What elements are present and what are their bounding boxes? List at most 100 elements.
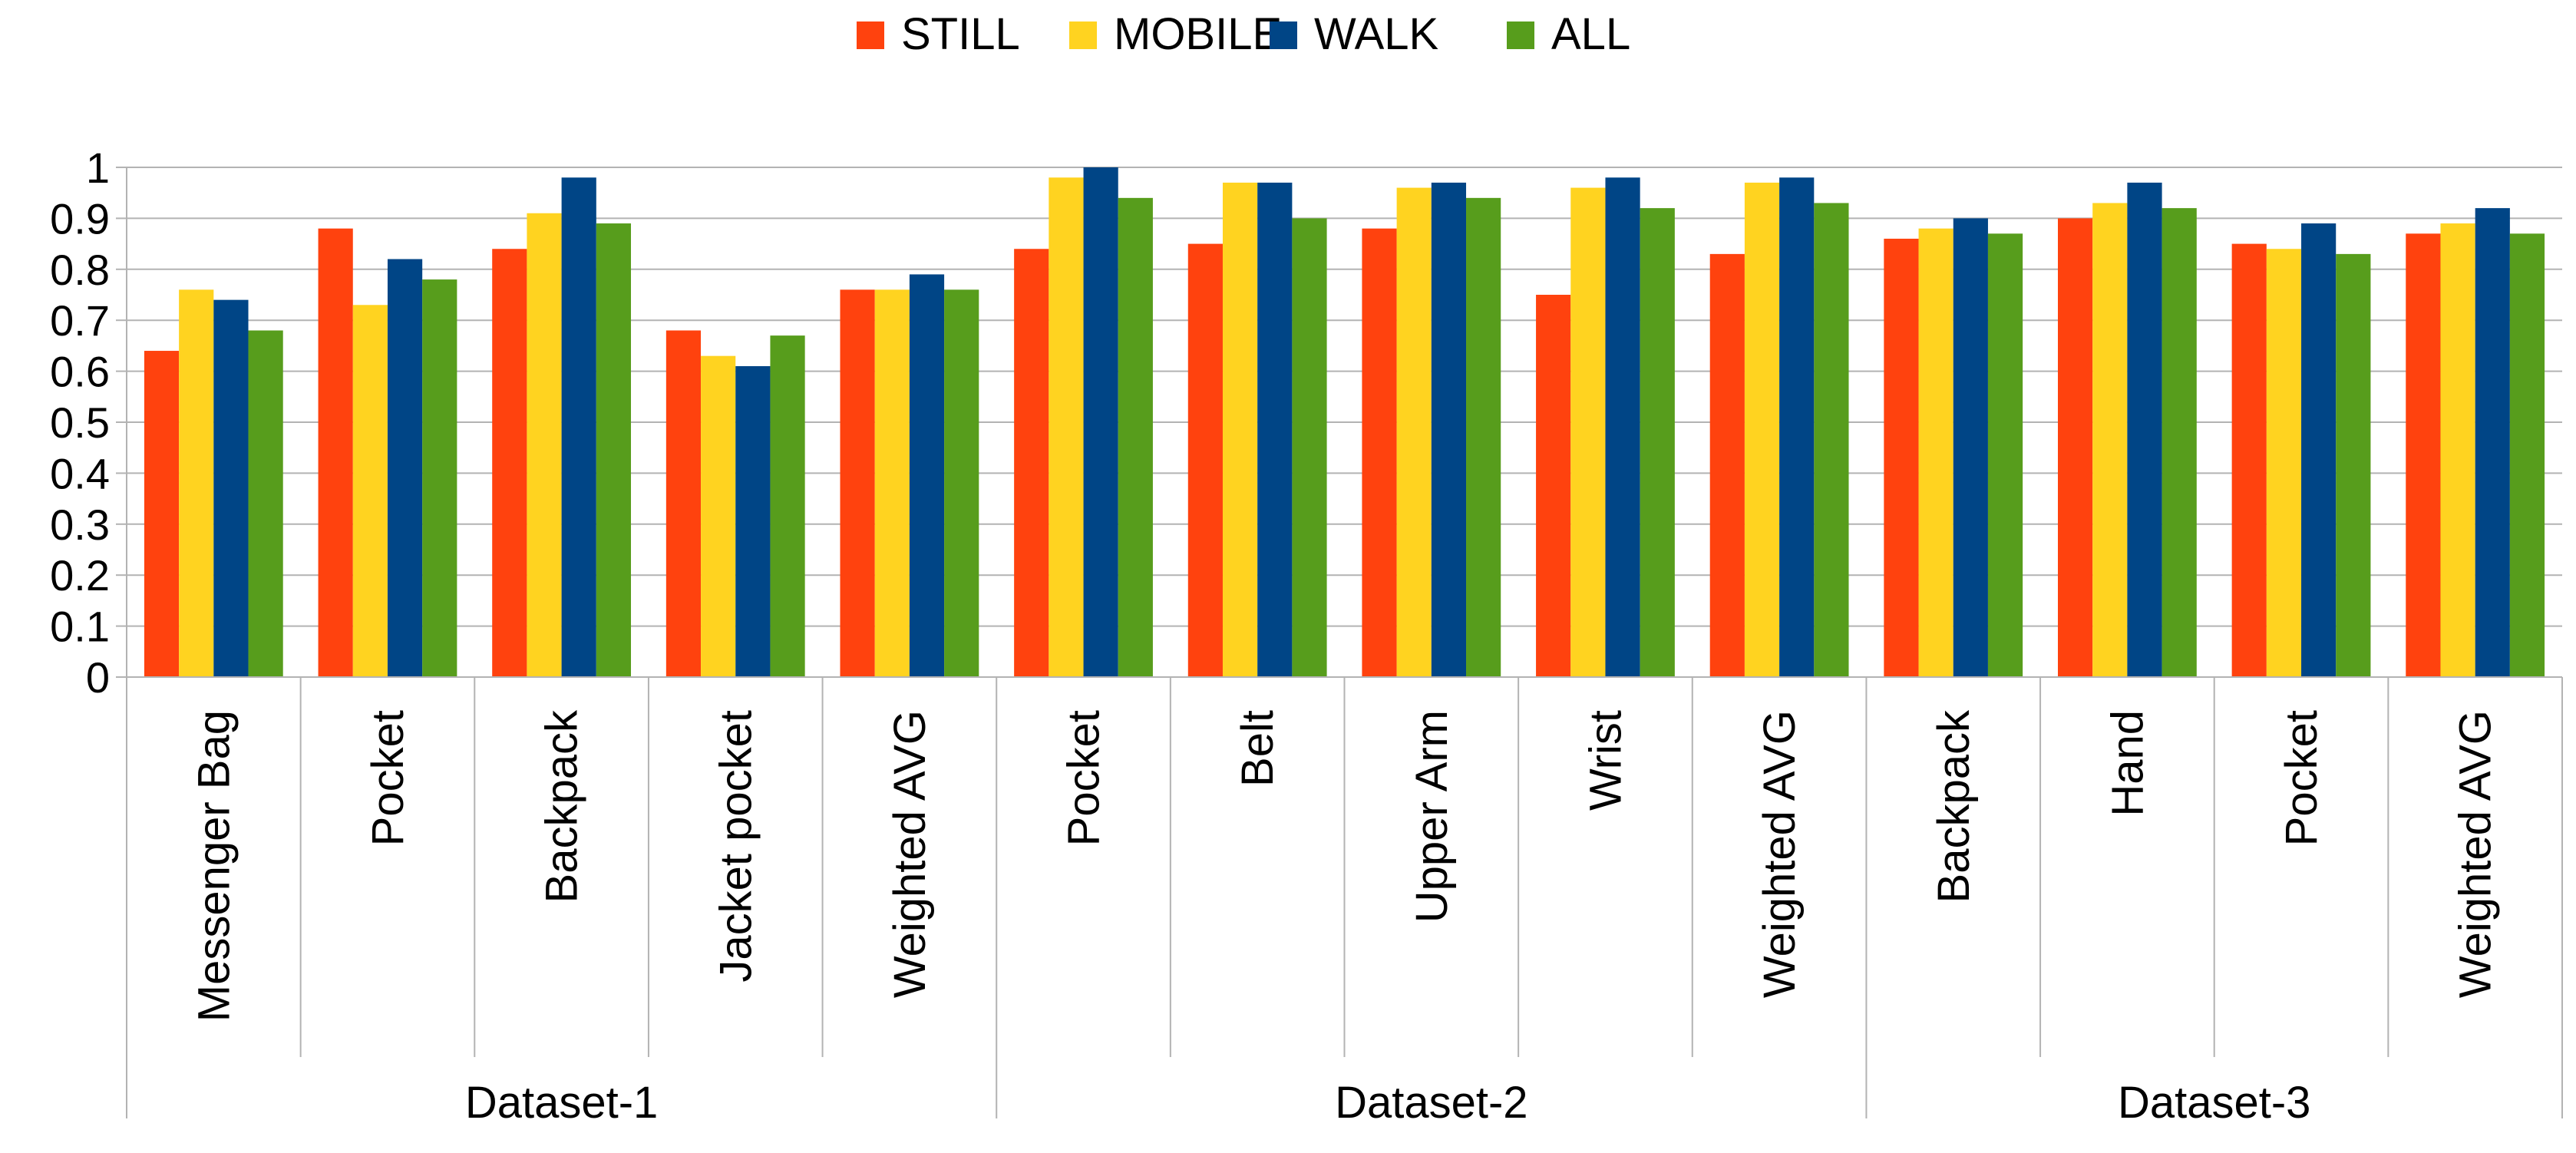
bar-mobile <box>352 305 388 677</box>
bar-still <box>2406 233 2441 677</box>
bar-all <box>2509 233 2545 677</box>
category-label: Pocket <box>1059 710 1109 846</box>
bar-mobile <box>2266 249 2302 677</box>
legend-swatch <box>1069 21 1097 49</box>
y-tick-label: 0.3 <box>50 501 110 549</box>
bar-mobile <box>179 289 214 677</box>
bar-walk <box>909 274 945 677</box>
bar-walk <box>561 177 596 677</box>
legend-item-walk: WALK <box>1270 9 1439 59</box>
bar-walk <box>387 259 423 677</box>
y-axis-tick-labels: 00.10.20.30.40.50.60.70.80.91 <box>50 144 110 702</box>
bar-all <box>1292 218 1327 677</box>
category-label: Pocket <box>2277 710 2327 846</box>
category-label: Backpack <box>537 709 587 903</box>
legend-label: ALL <box>1551 9 1630 59</box>
bar-walk <box>1257 182 1293 678</box>
bar-all <box>944 289 979 677</box>
category-label: Weighted AVG <box>885 710 935 998</box>
legend-item-all: ALL <box>1507 9 1630 59</box>
bar-walk <box>1605 177 1640 677</box>
bar-walk <box>213 299 249 677</box>
category-label: Wrist <box>1580 710 1630 811</box>
bar-all <box>1118 197 1153 678</box>
bar-all <box>2336 253 2371 677</box>
y-tick-label: 0.7 <box>50 296 110 345</box>
bar-still <box>492 249 527 677</box>
y-tick-label: 0.8 <box>50 246 110 294</box>
category-label: Jacket pocket <box>711 710 761 983</box>
bar-still <box>1362 228 1397 677</box>
y-tick-label: 0.9 <box>50 194 110 243</box>
category-label: Upper Arm <box>1407 710 1457 923</box>
bar-all <box>1466 197 1501 678</box>
chart-legend: STILL MOBILE WALK ALL <box>857 9 1630 59</box>
legend-swatch <box>857 21 884 49</box>
bar-still <box>1187 243 1223 678</box>
bar-mobile <box>2440 223 2475 677</box>
group-label: Dataset-3 <box>2118 1078 2310 1128</box>
category-label: Pocket <box>363 710 413 846</box>
bar-walk <box>1431 182 1467 678</box>
bar-all <box>770 335 805 677</box>
legend-swatch <box>1270 21 1297 49</box>
y-tick-label: 0.6 <box>50 348 110 396</box>
bar-still <box>1014 249 1049 677</box>
bar-walk <box>2127 182 2162 678</box>
axes <box>126 167 2563 1118</box>
bar-still <box>840 289 875 677</box>
bar-walk <box>1083 167 1118 677</box>
category-label: Weighted AVG <box>1755 710 1805 998</box>
bar-mobile <box>527 213 562 677</box>
bar-walk <box>735 365 771 677</box>
legend-item-mobile: MOBILE <box>1069 9 1282 59</box>
bars <box>144 167 2545 678</box>
bar-all <box>1987 233 2023 677</box>
y-tick-label: 1 <box>86 144 110 192</box>
bar-still <box>1536 295 1571 677</box>
bar-still <box>665 330 702 677</box>
bar-mobile <box>701 355 736 677</box>
bar-mobile <box>1918 228 1953 677</box>
bar-mobile <box>1744 182 1780 678</box>
legend-label: MOBILE <box>1114 9 1282 59</box>
bar-still <box>2057 218 2093 677</box>
bar-still <box>144 351 180 677</box>
group-label: Dataset-1 <box>465 1078 658 1128</box>
bar-walk <box>1779 177 1815 677</box>
legend-label: STILL <box>901 9 1020 59</box>
bar-mobile <box>1222 182 1258 678</box>
bar-all <box>1640 208 1675 677</box>
bar-all <box>596 223 632 677</box>
legend-swatch <box>1507 21 1534 49</box>
bar-mobile <box>1049 177 1084 677</box>
bar-walk <box>2301 223 2337 677</box>
category-label: Belt <box>1233 710 1283 787</box>
bar-mobile <box>1570 187 1606 677</box>
x-axis-category-labels: Messenger Bag Pocket Backpack Jacket pocket… <box>189 709 2500 1022</box>
bar-all <box>1814 203 1849 678</box>
y-tick-label: 0.2 <box>50 551 110 600</box>
category-label: Backpack <box>1929 709 1979 903</box>
bar-mobile <box>874 289 910 677</box>
bar-still <box>318 228 353 677</box>
category-label: Messenger Bag <box>189 710 239 1022</box>
group-label: Dataset-2 <box>1335 1078 1527 1128</box>
bar-still <box>1709 253 1745 677</box>
y-tick-label: 0 <box>86 653 110 702</box>
bar-all <box>2162 208 2197 677</box>
legend-item-still: STILL <box>857 9 1020 59</box>
bar-all <box>422 279 457 678</box>
bar-walk <box>2475 208 2510 677</box>
bar-all <box>248 330 283 677</box>
category-label: Hand <box>2102 710 2152 817</box>
y-tick-label: 0.4 <box>50 449 110 497</box>
bar-still <box>1884 238 1919 678</box>
y-tick-label: 0.5 <box>50 398 110 447</box>
bar-still <box>2231 243 2267 678</box>
x-axis-group-labels: Dataset-1 Dataset-2 Dataset-3 <box>465 1078 2311 1128</box>
bar-mobile <box>2092 203 2128 678</box>
bar-mobile <box>1396 187 1432 677</box>
bar-walk <box>1953 218 1988 677</box>
